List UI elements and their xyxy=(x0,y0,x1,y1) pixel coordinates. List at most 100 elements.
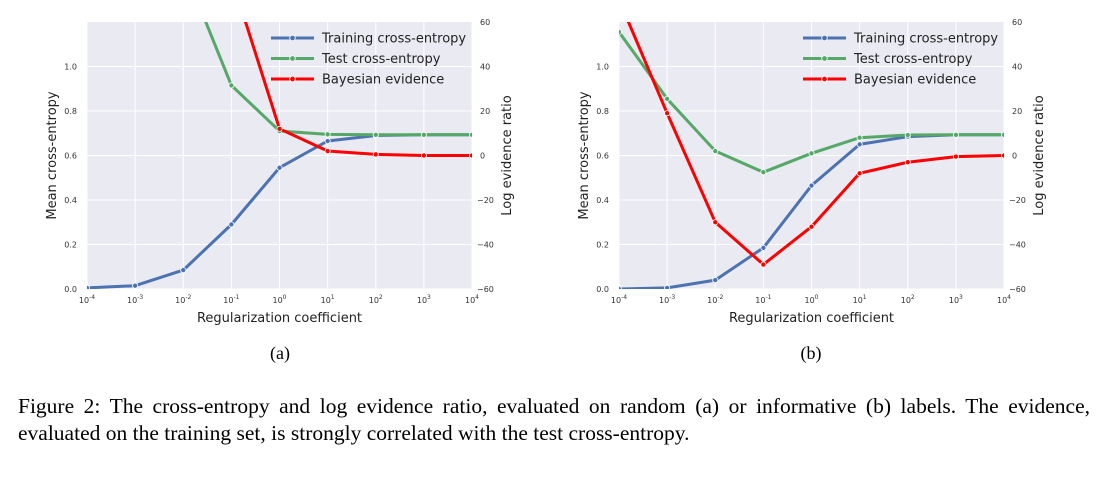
x-tick-exponent: -2 xyxy=(717,294,723,301)
y2-axis-label: Log evidence ratio xyxy=(500,95,515,215)
legend-label: Bayesian evidence xyxy=(322,73,444,88)
data-point xyxy=(324,131,331,138)
data-point xyxy=(760,169,767,176)
legend-marker-2 xyxy=(289,75,296,83)
y-tick-label: 0.8 xyxy=(596,107,609,116)
data-point xyxy=(619,29,622,36)
x-tick-base: 10 xyxy=(707,296,717,305)
x-tick-label: 10-3 xyxy=(659,294,675,305)
y2-tick-label: −60 xyxy=(1009,285,1026,294)
x-tick-base: 10 xyxy=(804,296,814,305)
legend: Training cross-entropy Test cross-entropy… xyxy=(271,32,466,88)
x-tick-label: 10-3 xyxy=(127,294,143,305)
series-group xyxy=(87,22,472,289)
x-tick-exponent: 0 xyxy=(815,294,819,301)
y-axis-label: Mean cross-entropy xyxy=(45,91,60,220)
x-tick-base: 10 xyxy=(369,296,379,305)
y2-tick-label: −20 xyxy=(1009,196,1026,205)
data-point xyxy=(469,131,472,138)
data-point xyxy=(808,182,815,189)
chart-panel-b: 10-4 10-3 10-2 10-1 100 101 102 103 1040.00.20.4… xyxy=(577,0,1047,364)
x-tick-base: 10 xyxy=(949,296,959,305)
data-point xyxy=(420,152,427,159)
y2-tick-label: 0 xyxy=(1012,152,1017,161)
legend-label: Training cross-entropy xyxy=(853,32,998,47)
x-tick-label: 100 xyxy=(272,294,286,305)
x-tick-exponent: -4 xyxy=(89,294,95,301)
x-tick-base: 10 xyxy=(417,296,427,305)
data-point xyxy=(808,150,815,157)
y2-tick-label: 60 xyxy=(480,18,490,27)
y2-tick-label: −60 xyxy=(477,285,494,294)
data-point xyxy=(760,261,767,268)
x-tick-base: 10 xyxy=(901,296,911,305)
data-point xyxy=(616,0,621,2)
x-tick-label: 103 xyxy=(949,294,963,305)
x-tick-label: 103 xyxy=(417,294,431,305)
y-tick-label: 0.2 xyxy=(64,241,77,250)
y-tick-label: 0.6 xyxy=(596,152,609,161)
x-tick-label: 101 xyxy=(321,294,335,305)
data-point xyxy=(87,284,90,289)
data-point xyxy=(856,170,863,177)
y2-tick-label: −40 xyxy=(1009,241,1026,250)
y-tick-label: 1.0 xyxy=(596,63,609,72)
y-tick-label: 0.4 xyxy=(64,196,77,205)
y-tick-label: 0.0 xyxy=(596,285,609,294)
x-tick-label: 10-4 xyxy=(79,294,95,305)
series-group xyxy=(616,0,1004,289)
x-tick-base: 10 xyxy=(755,296,765,305)
data-point xyxy=(664,284,671,289)
data-point xyxy=(372,131,379,138)
y2-tick-label: 60 xyxy=(1012,18,1022,27)
x-tick-base: 10 xyxy=(175,296,185,305)
y-tick-label: 0.4 xyxy=(596,196,609,205)
data-point xyxy=(619,286,622,289)
y-tick-label: 0.0 xyxy=(64,285,77,294)
x-tick-label: 102 xyxy=(901,294,915,305)
x-tick-base: 10 xyxy=(659,296,669,305)
legend-marker-0 xyxy=(821,34,828,42)
legend-label: Training cross-entropy xyxy=(321,32,466,47)
x-tick-base: 10 xyxy=(997,296,1007,305)
data-point xyxy=(132,282,139,289)
data-point xyxy=(904,159,911,166)
legend-marker-2 xyxy=(821,75,828,83)
y-tick-label: 0.2 xyxy=(596,241,609,250)
x-tick-exponent: 4 xyxy=(1007,294,1011,301)
data-point xyxy=(712,219,719,226)
x-tick-label: 102 xyxy=(369,294,383,305)
x-tick-exponent: -2 xyxy=(185,294,191,301)
data-point xyxy=(372,151,379,158)
data-point xyxy=(276,125,283,132)
y2-tick-label: 0 xyxy=(480,152,485,161)
data-point xyxy=(276,164,283,171)
y2-tick-label: −20 xyxy=(477,196,494,205)
x-tick-exponent: 0 xyxy=(283,294,287,301)
chart-panel-a: 10-4 10-3 10-2 10-1 100 101 102 103 1040.00.20.4… xyxy=(45,18,515,364)
x-tick-base: 10 xyxy=(465,296,475,305)
data-point xyxy=(856,134,863,141)
x-tick-exponent: 2 xyxy=(379,294,383,301)
data-point xyxy=(420,131,427,138)
y2-tick-label: 40 xyxy=(480,63,490,72)
legend-label: Test cross-entropy xyxy=(853,52,973,67)
x-tick-base: 10 xyxy=(223,296,233,305)
y2-tick-label: 20 xyxy=(1012,107,1022,116)
x-tick-label: 104 xyxy=(465,294,479,305)
data-point xyxy=(664,95,671,102)
x-tick-exponent: 4 xyxy=(475,294,479,301)
y-tick-label: 0.6 xyxy=(64,152,77,161)
y-tick-label: 0.8 xyxy=(64,107,77,116)
data-point xyxy=(324,138,331,145)
x-tick-label: 10-1 xyxy=(755,294,771,305)
x-tick-exponent: -3 xyxy=(669,294,675,301)
x-tick-exponent: 1 xyxy=(863,294,867,301)
data-point xyxy=(228,221,235,228)
data-point xyxy=(324,148,331,155)
data-point xyxy=(180,267,187,274)
legend-marker-1 xyxy=(289,55,296,62)
legend-marker-1 xyxy=(821,55,828,62)
x-tick-base: 10 xyxy=(853,296,863,305)
x-tick-exponent: -1 xyxy=(765,294,771,301)
